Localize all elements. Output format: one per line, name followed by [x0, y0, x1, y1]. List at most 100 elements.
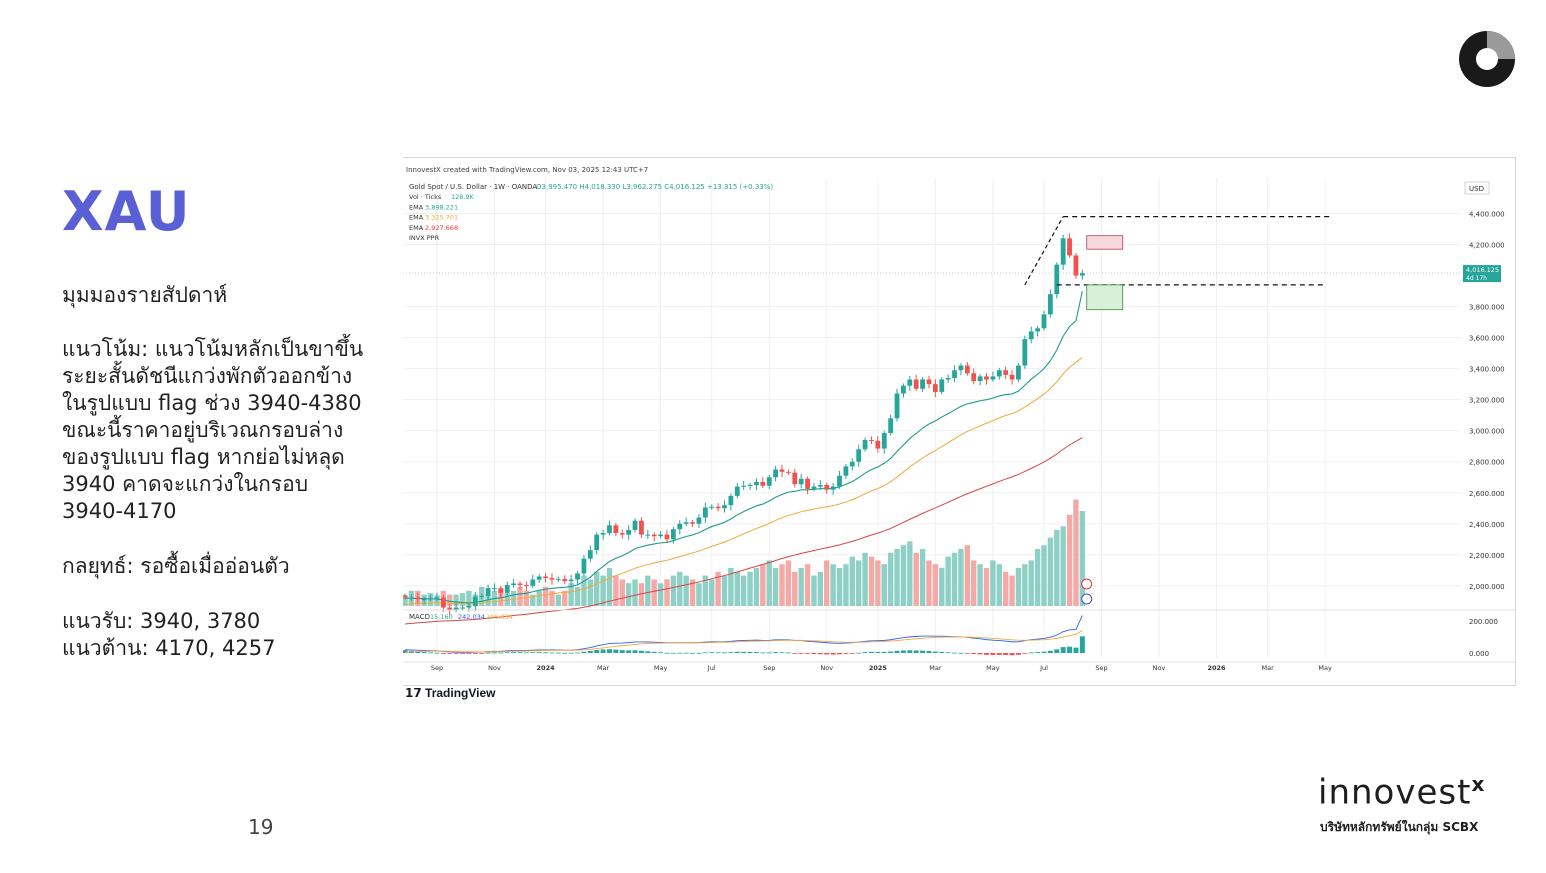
- macd-histogram-bar: [440, 653, 446, 654]
- volume-bar: [594, 571, 600, 606]
- volume-bar: [951, 552, 958, 606]
- volume-bar: [1009, 575, 1015, 606]
- volume-bar: [523, 590, 530, 606]
- macd-histogram-bar: [939, 651, 945, 653]
- candle-body: [722, 505, 727, 509]
- candle-body: [888, 418, 894, 434]
- macd-histogram-bar: [498, 652, 504, 654]
- volume-bar: [907, 541, 913, 606]
- flag-pole-line: [1024, 216, 1064, 286]
- volume-bar: [785, 560, 792, 606]
- candle-body: [524, 585, 529, 587]
- macd-histogram-bar: [856, 652, 862, 654]
- candle-body: [511, 583, 517, 586]
- trend-line: ของรูปแบบ flag หากย่อไม่หลุด: [62, 445, 345, 469]
- event-flash-icon: [1081, 578, 1093, 590]
- x-tick-label: Mar: [929, 664, 942, 672]
- tradingview-chart[interactable]: InnovestX created with TradingView.com, …: [403, 157, 1516, 686]
- macd-histogram-bar: [447, 653, 453, 654]
- macd-histogram-bar: [511, 652, 517, 653]
- macd-histogram-bar: [875, 651, 881, 653]
- volume-bar: [868, 556, 875, 606]
- x-tick-label: Sep: [1095, 664, 1107, 672]
- volume-bar: [753, 568, 760, 606]
- slide-title: XAU: [62, 180, 191, 243]
- candle-body: [958, 365, 964, 371]
- support-zone: [1086, 284, 1124, 311]
- x-tick-label: May: [1318, 664, 1332, 672]
- macd-histogram-bar: [638, 650, 644, 653]
- macd-histogram-bar: [453, 653, 459, 654]
- candle-body: [926, 379, 932, 385]
- volume-bar: [504, 593, 510, 606]
- macd-histogram-bar: [862, 652, 868, 653]
- legend-label: EMA: [409, 214, 424, 222]
- candle-body: [440, 597, 446, 608]
- volume-bar: [613, 575, 619, 606]
- x-tick-label: Nov: [820, 664, 833, 672]
- candle-body: [504, 585, 510, 593]
- volume-bar: [740, 575, 747, 606]
- x-tick-label: Nov: [1153, 664, 1166, 672]
- macd-histogram-bar: [926, 651, 932, 653]
- candle-body: [1060, 238, 1066, 265]
- candle-body: [881, 433, 887, 449]
- macd-histogram-bar: [753, 652, 759, 653]
- volume-bar: [709, 579, 715, 606]
- macd-histogram-bar: [1079, 636, 1085, 653]
- candle-body: [543, 576, 548, 579]
- resistance-zone: [1086, 235, 1124, 250]
- macd-histogram-bar: [990, 653, 996, 655]
- candle-body: [792, 472, 798, 485]
- macd-histogram-bar: [971, 653, 977, 654]
- chart-canvas[interactable]: InnovestX created with TradingView.com, …: [403, 158, 1515, 685]
- macd-histogram-bar: [920, 650, 926, 653]
- volume-bar: [772, 568, 779, 606]
- candle-body: [875, 440, 881, 449]
- volume-bar: [574, 587, 581, 606]
- candle-body: [760, 481, 766, 486]
- volume-bar: [779, 564, 785, 606]
- macd-histogram-bar: [523, 652, 529, 654]
- macd-histogram-bar: [479, 653, 485, 654]
- macd-histogram-bar: [1054, 649, 1060, 653]
- candle-body: [619, 533, 625, 535]
- macd-histogram-bar: [1060, 647, 1066, 653]
- volume-bar: [996, 564, 1002, 606]
- volume-bar: [677, 571, 683, 606]
- candle-body: [728, 495, 734, 506]
- volume-bar: [632, 579, 638, 606]
- legend-value: 2,927.668: [425, 224, 458, 232]
- trend-line: ขณะนี้ราคาอยู่บริเวณกรอบล่าง: [62, 418, 344, 442]
- macd-tick-label: 0.000: [1469, 650, 1489, 658]
- chart-header-text: InnovestX created with TradingView.com, …: [406, 166, 648, 174]
- macd-histogram-bar: [952, 652, 958, 654]
- y-tick-label: 4,200.000: [1469, 242, 1505, 250]
- macd-histogram-bar: [549, 652, 555, 654]
- volume-bar: [836, 568, 843, 606]
- candle-body: [843, 466, 849, 476]
- volume-bar: [862, 552, 868, 606]
- macd-histogram-bar: [626, 650, 632, 653]
- candle-body: [901, 385, 906, 394]
- symbol-ohlc: O3,995.470 H4,018.330 L3,962.275 C4,016.…: [536, 183, 773, 191]
- macd-histogram-bar: [491, 652, 497, 654]
- volume-bar: [766, 560, 772, 606]
- volume-bar: [645, 575, 651, 606]
- macd-histogram-bar: [485, 652, 491, 654]
- candle-body: [824, 484, 830, 490]
- candle-body: [1079, 273, 1085, 276]
- macd-histogram-bar: [805, 653, 811, 654]
- volume-bar: [843, 564, 849, 606]
- trend-line: ระยะสั้นดัชนีแกว่งพักตัวออกข้าง: [62, 364, 353, 388]
- volume-bar: [1047, 537, 1054, 606]
- volume-bar: [619, 579, 625, 606]
- macd-histogram-bar: [530, 652, 536, 654]
- outlook-subtitle: มุมมองรายสัปดาห์: [62, 283, 228, 307]
- macd-histogram-bar: [504, 652, 510, 654]
- volume-bar: [894, 549, 900, 606]
- tradingview-logo: 𝟭𝟳 TradingView: [405, 686, 496, 700]
- volume-bar: [1041, 545, 1047, 606]
- candle-body: [913, 379, 919, 389]
- price-badge-value: 4,016.125: [1466, 266, 1499, 274]
